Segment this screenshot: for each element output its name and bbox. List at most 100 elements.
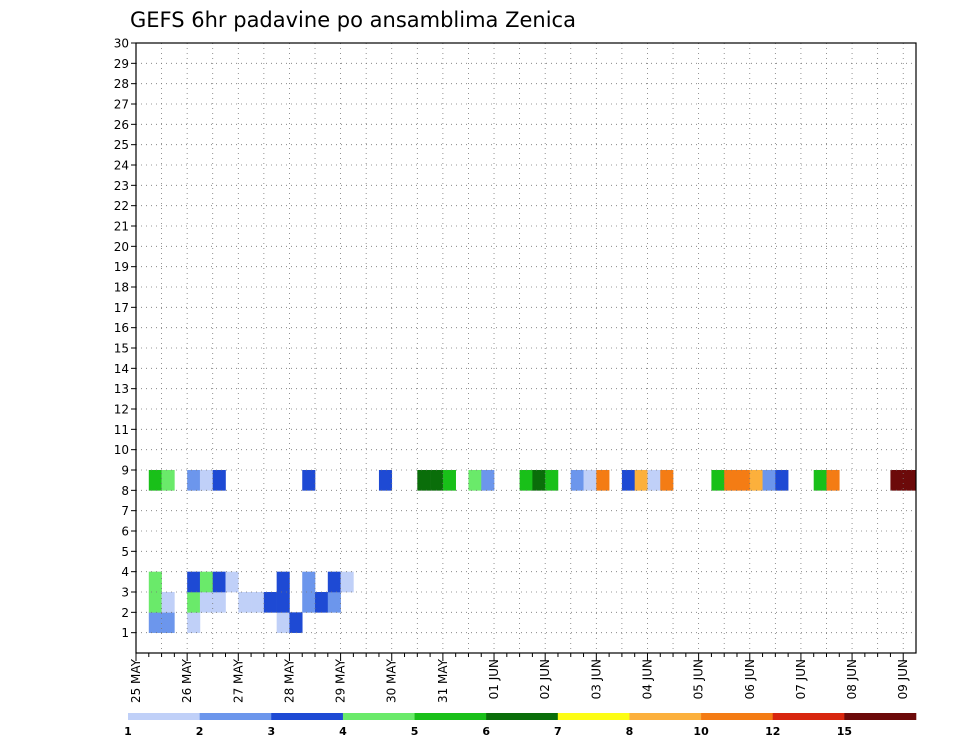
heatmap-cell: [276, 571, 290, 593]
heatmap-cell: [762, 470, 776, 491]
legend-swatch: [199, 713, 272, 720]
y-tick-label: 8: [121, 484, 129, 498]
heatmap-cell: [647, 470, 661, 491]
heatmap-cell: [161, 592, 175, 613]
y-tick-label: 13: [114, 382, 129, 396]
y-tick-label: 19: [114, 260, 129, 274]
legend-label: 12: [765, 725, 780, 738]
y-tick-label: 29: [114, 57, 129, 71]
y-tick-label: 12: [114, 403, 129, 417]
y-tick-label: 4: [121, 565, 129, 579]
legend-label: 4: [339, 725, 347, 738]
legend-swatch: [629, 713, 702, 720]
x-tick-label: 06 JUN: [743, 659, 757, 699]
heatmap-cell: [621, 470, 635, 491]
heatmap-cell: [302, 592, 316, 613]
heatmap-cell: [199, 592, 214, 613]
legend-swatch: [557, 713, 630, 720]
heatmap-cell: [187, 571, 201, 593]
heatmap-cell: [660, 470, 674, 491]
heatmap-cell: [442, 470, 456, 491]
y-tick-label: 28: [114, 77, 129, 91]
y-tick-label: 1: [121, 626, 129, 640]
heatmap-cell: [187, 592, 201, 613]
heatmap-cell: [596, 470, 610, 491]
x-tick-label: 04 JUN: [640, 659, 654, 699]
heatmap-cell: [199, 571, 214, 593]
heatmap-cell: [225, 571, 239, 593]
y-tick-label: 14: [114, 362, 129, 376]
heatmap-cell: [199, 470, 214, 491]
heatmap-cell: [212, 470, 226, 491]
heatmap-cell: [161, 612, 175, 633]
heatmap-cell: [813, 470, 827, 491]
y-tick-label: 10: [114, 443, 129, 457]
legend-label: 15: [837, 725, 852, 738]
y-tick-label: 2: [121, 606, 129, 620]
y-tick-label: 7: [121, 504, 129, 518]
y-tick-label: 27: [114, 98, 129, 112]
heatmap-cell: [251, 592, 265, 613]
heatmap-cell: [724, 470, 738, 491]
legend-swatch: [486, 713, 559, 720]
x-tick-label: 28 MAY: [282, 658, 296, 703]
legend-swatch: [772, 713, 845, 720]
heatmap-cell: [417, 470, 431, 491]
heatmap-cell: [327, 592, 341, 613]
heatmap-cell: [289, 612, 303, 633]
x-tick-label: 31 MAY: [436, 658, 450, 703]
y-tick-label: 11: [114, 423, 129, 437]
legend-label: 1: [124, 725, 132, 738]
x-tick-label: 03 JUN: [589, 659, 603, 699]
y-tick-label: 18: [114, 281, 129, 295]
heatmap-cell: [378, 470, 393, 491]
heatmap-cell: [468, 470, 482, 491]
heatmap-cell: [749, 470, 763, 491]
y-axis: 1234567891011121314151617181920212223242…: [114, 37, 136, 640]
x-tick-label: 02 JUN: [538, 659, 552, 699]
heatmap-cell: [570, 470, 584, 491]
heatmap-cell: [532, 470, 546, 491]
grid-lines: [136, 43, 916, 653]
heatmap-cell: [519, 470, 533, 491]
legend-swatch: [844, 713, 917, 720]
x-tick-label: 27 MAY: [231, 658, 245, 703]
legend-swatch: [271, 713, 344, 720]
y-tick-label: 24: [114, 159, 129, 173]
heatmap-cell: [187, 470, 201, 491]
heatmap-cell: [148, 592, 162, 613]
legend: 1 2 3 4 5 6 7 8 10 12 15: [124, 713, 917, 738]
heatmap-cell: [302, 571, 316, 593]
y-tick-label: 21: [114, 220, 129, 234]
x-tick-label: 25 MAY: [129, 658, 143, 703]
x-tick-label: 30 MAY: [385, 658, 399, 703]
heatmap-cell: [276, 612, 290, 633]
y-tick-label: 16: [114, 321, 129, 335]
x-tick-label: 09 JUN: [896, 659, 910, 699]
heatmap-cell: [148, 571, 162, 593]
x-tick-label: 05 JUN: [692, 659, 706, 699]
heatmap-cell: [187, 612, 201, 633]
x-tick-label: 29 MAY: [334, 658, 348, 703]
heatmap-cell: [148, 470, 162, 491]
heatmap-cell: [903, 470, 917, 491]
heatmap-cell: [238, 592, 252, 613]
legend-label: 8: [626, 725, 634, 738]
heatmap-cell: [302, 470, 316, 491]
y-tick-label: 26: [114, 118, 129, 132]
y-tick-label: 9: [121, 464, 129, 478]
heatmap-cell: [340, 571, 354, 593]
y-tick-label: 3: [121, 586, 129, 600]
legend-swatch: [342, 713, 415, 720]
heatmap-cell: [212, 592, 226, 613]
y-tick-label: 23: [114, 179, 129, 193]
legend-label: 2: [196, 725, 204, 738]
heatmap-cell: [315, 592, 329, 613]
heatmap-cell: [711, 470, 725, 491]
legend-swatch: [128, 713, 200, 720]
y-tick-label: 22: [114, 199, 129, 213]
heatmap-cell: [634, 470, 648, 491]
legend-label: 7: [554, 725, 562, 738]
heatmap-cell: [327, 571, 341, 593]
heatmap-cells: [148, 470, 917, 633]
